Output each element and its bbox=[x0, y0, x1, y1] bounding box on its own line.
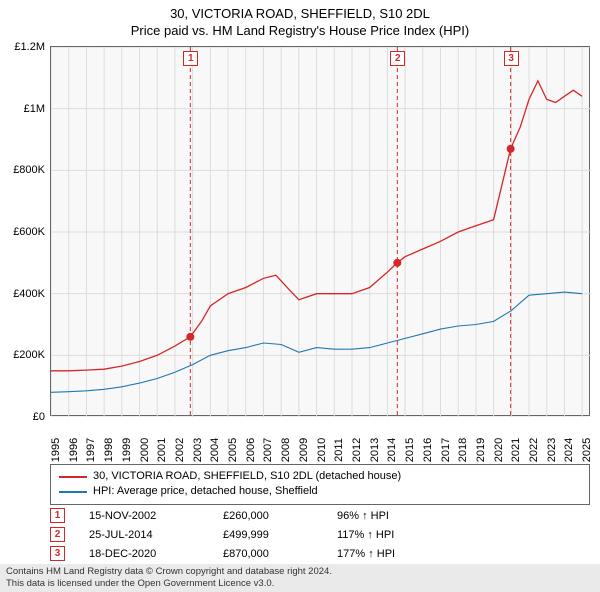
y-axis-label: £600K bbox=[13, 226, 45, 238]
x-axis-label: 2001 bbox=[156, 438, 168, 462]
sale-badge: 3 bbox=[50, 546, 65, 561]
sale-marker-badge: 1 bbox=[183, 51, 198, 66]
sale-row: 1 15-NOV-2002 £260,000 96% ↑ HPI bbox=[50, 508, 590, 523]
x-axis-label: 2009 bbox=[298, 438, 310, 462]
sale-pct: 117% ↑ HPI bbox=[337, 529, 447, 541]
sale-price: £260,000 bbox=[223, 510, 313, 522]
sale-pct: 177% ↑ HPI bbox=[337, 548, 447, 560]
x-axis-label: 2013 bbox=[369, 438, 381, 462]
x-axis-label: 2007 bbox=[262, 438, 274, 462]
x-axis-label: 2018 bbox=[457, 438, 469, 462]
x-axis-label: 2017 bbox=[440, 438, 452, 462]
x-axis-label: 2003 bbox=[192, 438, 204, 462]
legend-swatch bbox=[59, 491, 87, 493]
sale-price: £870,000 bbox=[223, 548, 313, 560]
x-axis-label: 2006 bbox=[245, 438, 257, 462]
y-axis-label: £800K bbox=[13, 164, 45, 176]
sale-row: 2 25-JUL-2014 £499,999 117% ↑ HPI bbox=[50, 527, 590, 542]
y-axis-label: £400K bbox=[13, 288, 45, 300]
sale-badge: 1 bbox=[50, 508, 65, 523]
sale-date: 15-NOV-2002 bbox=[89, 510, 199, 522]
x-axis-label: 2012 bbox=[351, 438, 363, 462]
sale-marker-badge: 3 bbox=[504, 51, 519, 66]
y-axis-label: £1.2M bbox=[14, 41, 45, 53]
legend-label: HPI: Average price, detached house, Shef… bbox=[93, 484, 318, 499]
sale-date: 25-JUL-2014 bbox=[89, 529, 199, 541]
chart-svg bbox=[51, 47, 591, 417]
x-axis-label: 2005 bbox=[227, 438, 239, 462]
x-axis-label: 2008 bbox=[280, 438, 292, 462]
chart-container: 30, VICTORIA ROAD, SHEFFIELD, S10 2DL Pr… bbox=[0, 0, 600, 590]
x-axis-label: 2000 bbox=[139, 438, 151, 462]
y-axis-label: £1M bbox=[24, 103, 45, 115]
legend: 30, VICTORIA ROAD, SHEFFIELD, S10 2DL (d… bbox=[50, 464, 590, 505]
x-axis-label: 2019 bbox=[475, 438, 487, 462]
x-axis-label: 2023 bbox=[546, 438, 558, 462]
x-axis-label: 2004 bbox=[209, 438, 221, 462]
x-axis-labels: 1995 1996 1997 1998 1999 2000 2001 2002 2003 2004… bbox=[50, 418, 590, 462]
attribution-footer: Contains HM Land Registry data © Crown c… bbox=[0, 564, 600, 592]
x-axis-label: 1996 bbox=[68, 438, 80, 462]
x-axis-label: 2011 bbox=[333, 438, 345, 462]
x-axis-label: 2014 bbox=[386, 438, 398, 462]
y-axis-label: £0 bbox=[33, 411, 45, 423]
x-axis-label: 2021 bbox=[510, 438, 522, 462]
legend-swatch bbox=[59, 476, 87, 478]
chart-subtitle: Price paid vs. HM Land Registry's House … bbox=[0, 23, 600, 38]
x-axis-label: 2015 bbox=[404, 438, 416, 462]
sale-pct: 96% ↑ HPI bbox=[337, 510, 447, 522]
sale-marker-badge: 2 bbox=[390, 51, 405, 66]
x-axis-label: 1997 bbox=[85, 438, 97, 462]
sale-badge: 2 bbox=[50, 527, 65, 542]
x-axis-label: 2025 bbox=[581, 438, 593, 462]
footer-line: Contains HM Land Registry data © Crown c… bbox=[6, 566, 594, 578]
sales-table: 1 15-NOV-2002 £260,000 96% ↑ HPI 2 25-JU… bbox=[50, 508, 590, 565]
y-axis-label: £200K bbox=[13, 349, 45, 361]
sale-date: 18-DEC-2020 bbox=[89, 548, 199, 560]
x-axis-label: 2010 bbox=[316, 438, 328, 462]
legend-item: HPI: Average price, detached house, Shef… bbox=[59, 484, 581, 499]
sale-price: £499,999 bbox=[223, 529, 313, 541]
legend-item: 30, VICTORIA ROAD, SHEFFIELD, S10 2DL (d… bbox=[59, 469, 581, 484]
x-axis-label: 2022 bbox=[528, 438, 540, 462]
x-axis-label: 1998 bbox=[103, 438, 115, 462]
footer-line: This data is licensed under the Open Gov… bbox=[6, 578, 594, 590]
x-axis-label: 2020 bbox=[493, 438, 505, 462]
title-block: 30, VICTORIA ROAD, SHEFFIELD, S10 2DL Pr… bbox=[0, 0, 600, 38]
legend-label: 30, VICTORIA ROAD, SHEFFIELD, S10 2DL (d… bbox=[93, 469, 401, 484]
plot-area: £0£200K£400K£600K£800K£1M£1.2M123 bbox=[50, 46, 590, 416]
chart-title: 30, VICTORIA ROAD, SHEFFIELD, S10 2DL bbox=[0, 6, 600, 23]
x-axis-label: 2024 bbox=[563, 438, 575, 462]
sale-row: 3 18-DEC-2020 £870,000 177% ↑ HPI bbox=[50, 546, 590, 561]
x-axis-label: 2002 bbox=[174, 438, 186, 462]
x-axis-label: 2016 bbox=[422, 438, 434, 462]
x-axis-label: 1995 bbox=[50, 438, 62, 462]
x-axis-label: 1999 bbox=[121, 438, 133, 462]
